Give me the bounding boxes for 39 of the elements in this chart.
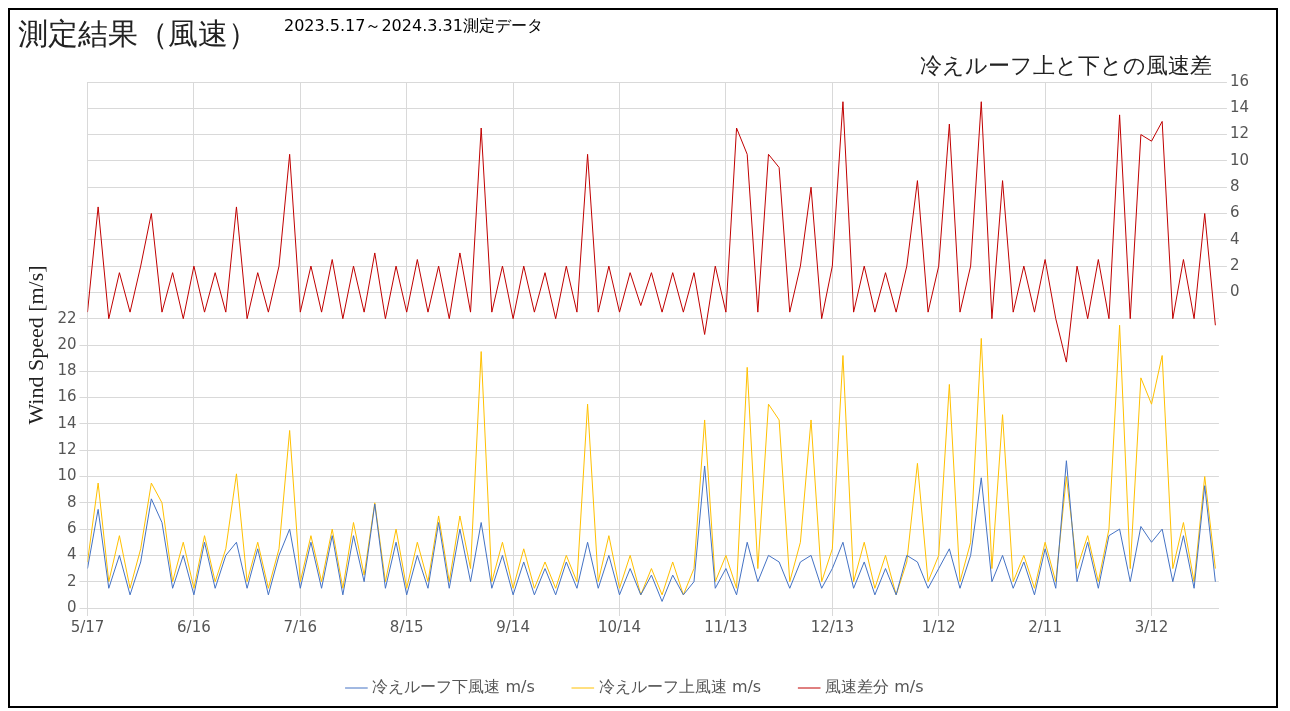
x-tick-label: 7/16 [283,617,318,636]
x-tick-label: 6/16 [177,617,211,636]
y-tick-label: 12 [57,440,77,459]
y-tick-label: 16 [57,387,77,406]
y-tick-label: 20 [57,334,77,353]
text: 冷えルーフ上と下との風速差 [919,52,1213,80]
y2-tick-label: 4 [1229,229,1240,248]
y-tick-label: 6 [66,518,77,537]
legend-label: 風速差分 m/s [825,677,924,697]
y2-tick-label: 2 [1229,255,1240,274]
y-tick-label: 18 [57,361,77,380]
y-tick-label: 2 [66,571,77,590]
y-tick-label: 4 [66,545,77,564]
x-tick-label: 8/15 [389,617,424,636]
x-tick-label: 3/12 [1134,617,1169,636]
x-tick-label: 10/14 [597,617,642,636]
y2-tick-label: 8 [1229,177,1240,196]
y2-tick-label: 16 [1229,71,1250,90]
y-tick-label: 0 [66,597,77,616]
y-axis-title: Wind Speed [m/s] [22,265,48,425]
x-tick-label: 2/11 [1028,617,1062,636]
y2-tick-label: 6 [1229,203,1240,222]
legend-label: 冷えルーフ上風速 m/s [598,677,762,697]
chart-title: 測定結果（風速） [18,15,258,53]
x-tick-label: 5/17 [70,617,105,636]
y-tick-label: 10 [57,466,77,485]
x-tick-label: 12/13 [810,617,854,636]
y-tick-label: 14 [57,413,77,432]
y-tick-label: 22 [57,308,77,327]
x-tick-label: 1/12 [921,617,956,636]
y2-tick-label: 0 [1229,282,1240,301]
chart-subtitle: 2023.5.17～2024.3.31測定データ [284,16,543,37]
y-tick-label: 8 [66,492,77,511]
y2-tick-label: 14 [1229,98,1250,117]
legend-label: 冷えルーフ下風速 m/s [372,677,535,697]
x-tick-label: 9/14 [496,617,530,636]
y2-tick-label: 10 [1229,150,1250,169]
x-tick-label: 11/13 [704,617,748,636]
y2-tick-label: 12 [1229,124,1250,143]
